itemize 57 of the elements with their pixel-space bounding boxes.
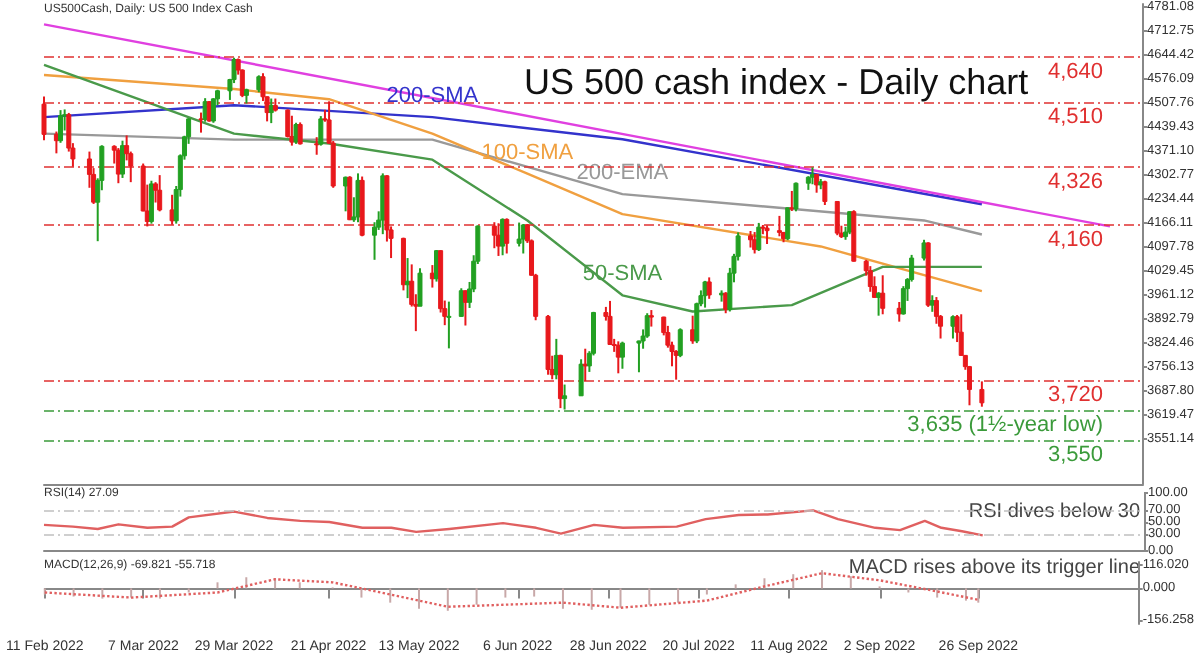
line-series: [42, 104, 984, 206]
annotation: RSI dives below 30: [968, 501, 1141, 523]
candlestick: [785, 206, 791, 242]
candlestick: [148, 179, 154, 225]
candlestick: [458, 287, 464, 318]
candlestick: [231, 56, 237, 85]
candlestick: [702, 279, 708, 309]
candlestick: [607, 299, 613, 346]
candlestick: [764, 224, 770, 245]
candlestick: [446, 300, 452, 350]
line-series: [43, 571, 980, 609]
candlestick: [677, 327, 683, 359]
candlestick: [417, 267, 423, 308]
series-label: 100-SMA: [481, 140, 575, 165]
candlestick: [789, 189, 795, 212]
candlestick: [979, 380, 985, 408]
candlestick: [867, 265, 873, 293]
candlestick: [285, 108, 291, 139]
series-label: 200-EMA: [576, 161, 670, 186]
candlestick: [619, 340, 625, 370]
candlestick: [900, 285, 906, 316]
candlestick: [297, 121, 303, 146]
candlestick: [516, 221, 522, 248]
candlestick: [157, 174, 163, 213]
candlestick: [921, 238, 927, 262]
candlestick: [880, 274, 886, 316]
ref-line-label: 4,160: [1047, 228, 1104, 253]
candlestick: [578, 358, 584, 397]
candlestick: [834, 200, 840, 237]
candlestick: [582, 347, 588, 383]
ref-line-label: 3,635 (1½-year low): [907, 412, 1104, 437]
candlestick: [504, 217, 510, 255]
candlestick: [562, 383, 568, 411]
annotation: MACD rises above its trigger line: [848, 557, 1141, 579]
ref-line-label: 4,640: [1047, 59, 1104, 84]
candlestick: [202, 97, 208, 123]
candlestick: [673, 349, 679, 381]
candlestick: [400, 236, 406, 292]
ref-line-label: 3,720: [1047, 382, 1104, 407]
candlestick: [120, 139, 125, 179]
text: US 500 cash index - Daily chart: [524, 62, 1029, 102]
candlestick: [776, 214, 782, 238]
candlestick: [293, 121, 299, 145]
candlestick: [706, 276, 712, 300]
ref-line-label: 3,550: [1047, 442, 1104, 467]
candlestick: [347, 175, 353, 222]
ref-line-label: 4,510: [1047, 105, 1104, 130]
candlestick: [169, 193, 175, 226]
candlestick: [318, 115, 324, 147]
candlestick: [822, 179, 828, 206]
candlestick: [793, 181, 799, 213]
candlestick: [58, 109, 64, 144]
candlestick: [153, 181, 159, 204]
ref-line-label: 4,326: [1047, 170, 1104, 195]
candlestick: [557, 353, 563, 410]
candlestick: [41, 95, 47, 142]
candlestick: [491, 221, 497, 250]
